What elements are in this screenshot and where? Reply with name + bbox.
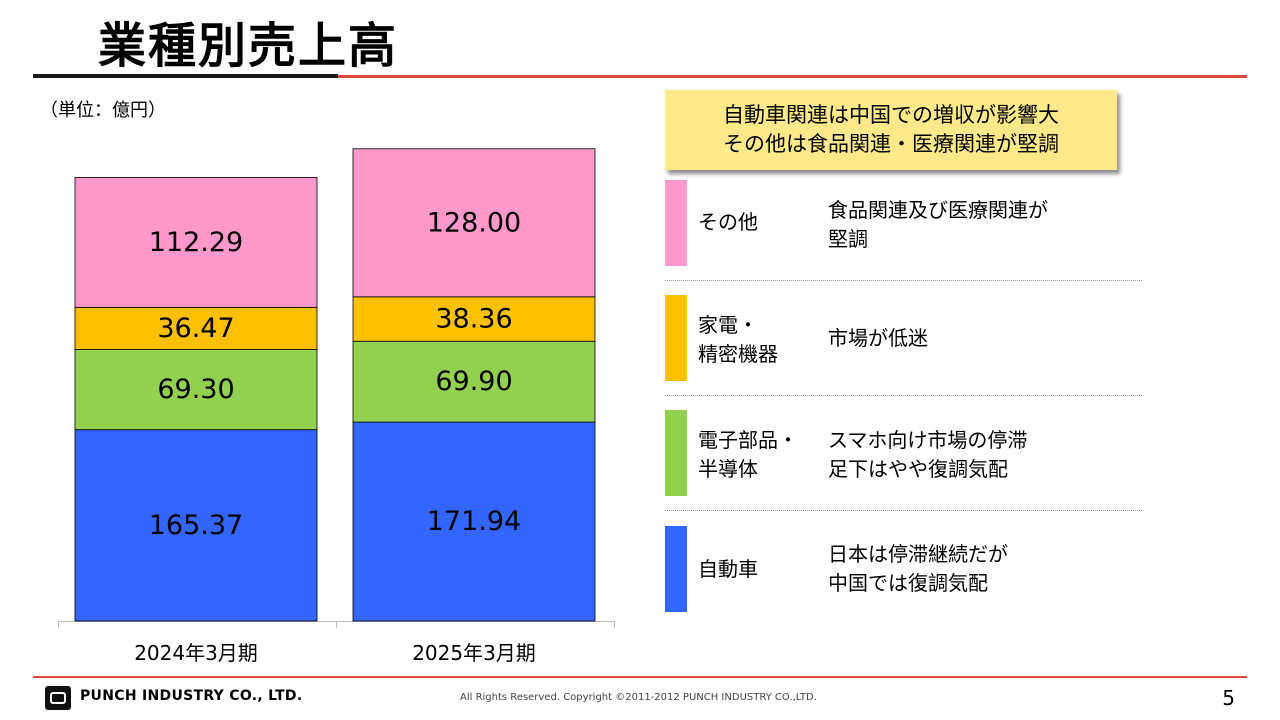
bar-value-label: 38.36 <box>435 304 512 335</box>
bar-segment <box>74 429 318 622</box>
bar-segment <box>352 340 596 423</box>
legend-desc-appliances: 市場が低迷 <box>828 324 928 353</box>
legend-desc-line: 日本は停滞継続だが <box>828 542 1008 566</box>
company-logo-icon <box>45 686 71 710</box>
bar-segment <box>352 296 596 342</box>
legend-name-automotive: 自動車 <box>698 555 758 584</box>
legend-name-line: 自動車 <box>698 557 758 581</box>
page-title: 業種別売上高 <box>98 18 399 74</box>
bar-value-label: 128.00 <box>427 207 521 238</box>
legend-name-line: 家電・ <box>698 313 758 337</box>
legend-desc-line: 食品関連及び医療関連が <box>828 198 1048 222</box>
legend-desc-line: 足下はやや復調気配 <box>828 457 1008 481</box>
legend-swatch-other <box>665 180 687 266</box>
bar-value-label: 112.29 <box>149 227 243 258</box>
bar-segment <box>352 148 596 298</box>
legend-row-appliances: 家電・ 精密機器 市場が低迷 <box>665 295 1145 383</box>
unit-note: （単位：億円） <box>40 100 166 121</box>
bar-segment <box>74 177 318 308</box>
stacked-bar-chart: 165.37 69.30 36.47 112.29 2024年3月期 171.94 69.9… <box>58 148 615 665</box>
legend-swatch-appliances <box>665 295 687 381</box>
summary-callout: 自動車関連は中国での増収が影響大 その他は食品関連・医療関連が堅調 <box>665 90 1117 170</box>
legend-row-electronics: 電子部品・ 半導体 スマホ向け市場の停滞 足下はやや復調気配 <box>665 410 1145 498</box>
bar-value-label: 69.90 <box>435 366 512 397</box>
x-category-label: 2025年3月期 <box>412 641 536 665</box>
footer-rule <box>33 676 1247 678</box>
title-underline-red <box>338 75 1247 78</box>
callout-line-1: 自動車関連は中国での増収が影響大 <box>723 103 1059 127</box>
legend-divider <box>665 280 1142 281</box>
legend-desc-line: 堅調 <box>828 227 868 251</box>
page-number: 5 <box>1222 686 1235 710</box>
legend-name-appliances: 家電・ 精密機器 <box>698 311 778 369</box>
bar-value-label: 171.94 <box>427 506 521 537</box>
legend-desc-line: 市場が低迷 <box>828 326 928 350</box>
legend-row-automotive: 自動車 日本は停滞継続だが 中国では復調気配 <box>665 526 1145 614</box>
legend-desc-automotive: 日本は停滞継続だが 中国では復調気配 <box>828 540 1008 598</box>
company-name: PUNCH INDUSTRY CO., LTD. <box>80 688 303 704</box>
copyright-notice: All Rights Reserved. Copyright ©2011-201… <box>460 692 817 703</box>
legend-name-other: その他 <box>698 208 758 237</box>
legend-swatch-electronics <box>665 410 687 496</box>
legend-desc-electronics: スマホ向け市場の停滞 足下はやや復調気配 <box>828 426 1027 484</box>
legend-name-line: 半導体 <box>698 457 758 481</box>
legend-desc-other: 食品関連及び医療関連が 堅調 <box>828 196 1048 254</box>
callout-line-2: その他は食品関連・医療関連が堅調 <box>723 132 1059 156</box>
legend-swatch-automotive <box>665 526 687 612</box>
bar-segment <box>352 421 596 622</box>
legend-desc-line: スマホ向け市場の停滞 <box>828 428 1028 452</box>
legend-name-electronics: 電子部品・ 半導体 <box>698 426 798 484</box>
legend-desc-line: 中国では復調気配 <box>828 571 988 595</box>
legend-name-line: 電子部品・ <box>698 428 798 452</box>
legend-divider <box>665 395 1142 396</box>
bar-value-label: 165.37 <box>149 510 243 541</box>
bar-value-label: 36.47 <box>157 313 234 344</box>
legend-name-line: 精密機器 <box>698 342 778 366</box>
x-category-label: 2024年3月期 <box>134 641 258 665</box>
legend-row-other: その他 食品関連及び医療関連が 堅調 <box>665 180 1145 268</box>
legend-divider <box>665 510 1142 511</box>
title-underline-dark <box>33 74 338 78</box>
legend-name-line: その他 <box>698 210 758 234</box>
bar-value-label: 69.30 <box>157 374 234 405</box>
